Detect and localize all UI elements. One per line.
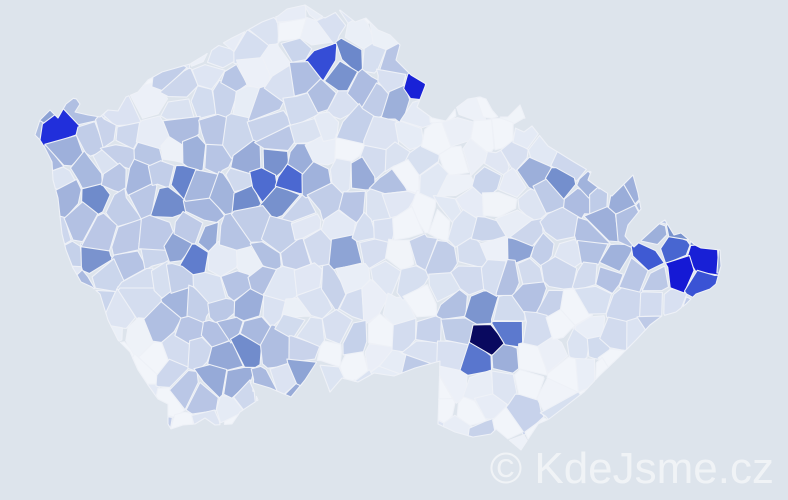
svg-text:© KdeJsme.cz: © KdeJsme.cz — [490, 444, 774, 493]
